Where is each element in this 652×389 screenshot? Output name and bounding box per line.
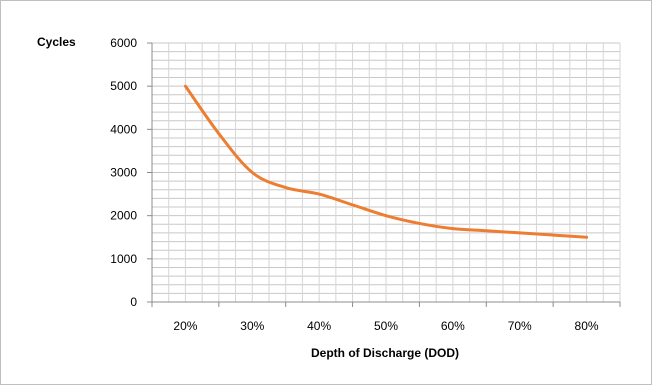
x-tick-label: 20%: [173, 319, 197, 333]
series-group: [183, 84, 589, 239]
y-tick-label: 4000: [110, 122, 137, 136]
y-tick-label: 2000: [110, 209, 137, 223]
x-tick-labels: 20% 30% 40% 50% 60% 70% 80%: [173, 319, 598, 333]
axes: [147, 42, 621, 307]
x-axis-title: Depth of Discharge (DOD): [311, 346, 459, 360]
series-line-cycles: [183, 84, 589, 239]
x-tick-label: 50%: [374, 319, 398, 333]
y-tick-label: 6000: [110, 36, 137, 50]
y-tick-label: 5000: [110, 79, 137, 93]
y-tick-label: 0: [130, 295, 137, 309]
grid: [152, 42, 621, 302]
x-tick-label: 60%: [441, 319, 465, 333]
y-tick-label: 1000: [110, 252, 137, 266]
y-axis-title: Cycles: [37, 35, 76, 49]
x-tick-label: 40%: [307, 319, 331, 333]
x-tick-label: 80%: [575, 319, 599, 333]
x-tick-label: 70%: [508, 319, 532, 333]
y-tick-labels: 0 1000 2000 3000 4000 5000 6000: [110, 36, 137, 309]
x-tick-label: 30%: [240, 319, 264, 333]
y-tick-label: 3000: [110, 166, 137, 180]
